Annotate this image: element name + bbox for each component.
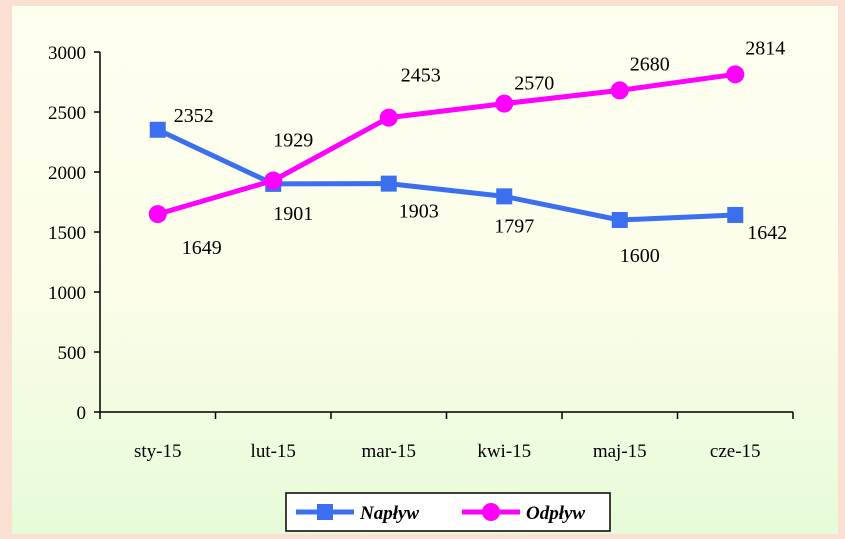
series-line-2	[157, 71, 736, 217]
data-point-square	[727, 206, 744, 223]
y-tick-label: 2000	[48, 163, 86, 184]
data-label: 2352	[174, 105, 214, 127]
x-tick-label: mar-15	[362, 441, 417, 462]
plot-background	[12, 6, 838, 534]
x-tick-label: sty-15	[134, 441, 182, 462]
y-tick-label: 1000	[48, 283, 86, 304]
data-point-circle	[610, 81, 629, 100]
data-label: 1649	[182, 237, 222, 259]
data-label: 2680	[630, 53, 670, 75]
data-label: 2570	[514, 73, 554, 95]
data-point-square	[611, 212, 628, 228]
data-label: 2453	[401, 65, 441, 87]
x-tick-label: maj-15	[593, 441, 647, 462]
data-point-circle	[726, 65, 745, 84]
data-point-square	[496, 188, 513, 205]
y-tick-label: 3000	[48, 43, 86, 64]
y-tick-label: 0	[77, 403, 87, 424]
legend: Napływ Odpływ	[285, 492, 611, 532]
data-labels: 2352 1901 1903 1797 1600 1642 1649 1929 2453 2570…	[174, 37, 788, 267]
data-label: 1901	[273, 203, 313, 225]
data-point-square	[380, 175, 397, 192]
data-point-circle	[148, 205, 167, 224]
x-tick-label: cze-15	[710, 441, 761, 462]
x-tick-label: kwi-15	[477, 441, 531, 462]
data-point-square	[149, 121, 166, 138]
y-tick-label: 2500	[48, 103, 86, 124]
legend-label-2: Odpływ	[526, 503, 585, 524]
data-point-circle	[379, 108, 398, 127]
data-label: 1642	[747, 222, 787, 244]
data-label: 1600	[620, 245, 660, 267]
data-label: 1903	[399, 201, 439, 223]
data-point-circle	[495, 94, 514, 113]
data-label: 1797	[494, 215, 534, 237]
legend-marker-square	[317, 504, 333, 520]
y-tick-label: 500	[58, 343, 87, 364]
axes: 0 500 1000 1500 2000 2500 3000 sty-15 lut-15 mar-…	[48, 43, 794, 462]
series-layer	[148, 65, 745, 228]
y-tick-label: 1500	[48, 223, 86, 244]
data-label: 1929	[273, 130, 313, 152]
x-tick-label: lut-15	[251, 441, 296, 462]
data-point-circle	[264, 171, 283, 190]
data-label: 2814	[745, 37, 785, 59]
series-line-1	[156, 127, 736, 223]
legend-label-1: Napływ	[359, 503, 419, 524]
legend-marker-circle	[482, 503, 500, 521]
